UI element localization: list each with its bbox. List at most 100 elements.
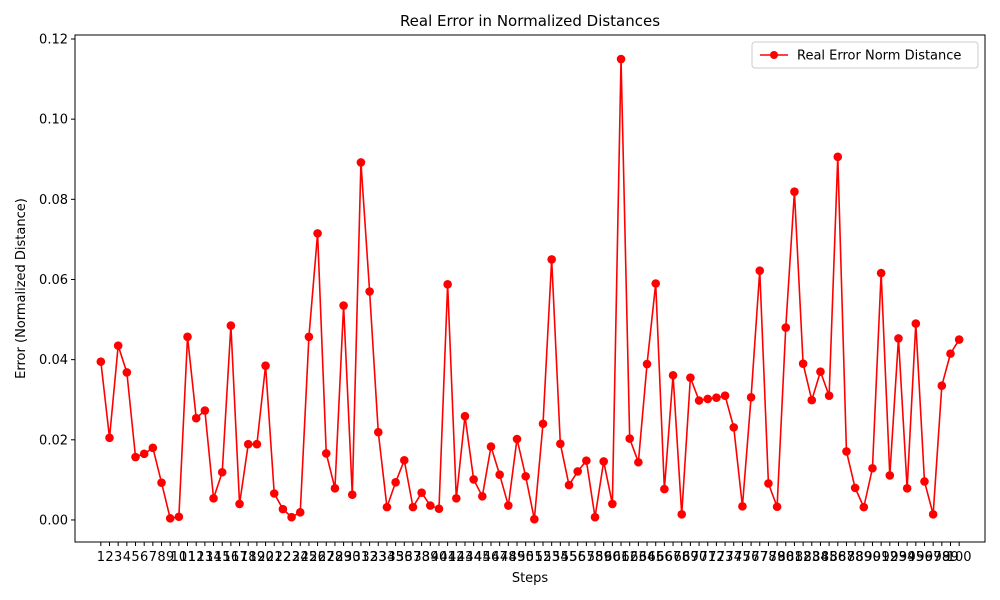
data-point bbox=[504, 501, 513, 510]
data-point bbox=[469, 475, 478, 484]
data-point bbox=[798, 359, 808, 368]
data-point bbox=[365, 287, 374, 296]
data-point bbox=[677, 510, 687, 519]
y-tick-label: 0.12 bbox=[39, 33, 68, 48]
x-tick-label: 58 bbox=[587, 550, 604, 565]
x-tick-label: 88 bbox=[847, 550, 864, 565]
x-tick-label: 30 bbox=[344, 550, 361, 565]
data-point bbox=[694, 396, 704, 405]
data-point bbox=[885, 471, 895, 480]
data-point bbox=[139, 449, 149, 459]
x-tick-label: 25 bbox=[301, 550, 318, 565]
x-tick-label: 83 bbox=[804, 550, 821, 565]
x-tick-label: 98 bbox=[934, 550, 951, 565]
x-tick-label: 36 bbox=[396, 550, 413, 565]
x-tick-label: 38 bbox=[413, 550, 430, 565]
data-point bbox=[486, 442, 496, 451]
series-line bbox=[100, 58, 960, 520]
x-tick-label: 44 bbox=[465, 550, 482, 565]
x-tick-label: 82 bbox=[795, 550, 812, 565]
x-tick-label: 18 bbox=[240, 550, 257, 565]
x-tick-label: 1 bbox=[97, 550, 105, 565]
x-axis-ticks: 1 2 3 4 5 6 7 8 91011121314151617181920212223242… bbox=[97, 542, 972, 565]
data-point bbox=[235, 499, 244, 509]
data-point bbox=[356, 158, 366, 167]
x-tick-label: 7 bbox=[149, 550, 157, 565]
y-tick-label: 0.00 bbox=[39, 513, 68, 528]
x-tick-label: 78 bbox=[760, 550, 777, 565]
data-point bbox=[425, 501, 435, 510]
y-tick-label: 0.02 bbox=[39, 433, 68, 448]
data-point bbox=[538, 419, 548, 429]
data-point bbox=[729, 423, 739, 432]
data-point bbox=[200, 406, 210, 415]
x-tick-label: 51 bbox=[526, 550, 543, 565]
x-tick-label: 16 bbox=[223, 550, 240, 565]
x-tick-label: 70 bbox=[691, 550, 708, 565]
x-tick-label: 35 bbox=[387, 550, 404, 565]
x-tick-label: 71 bbox=[699, 550, 716, 565]
x-tick-label: 23 bbox=[283, 550, 300, 565]
x-tick-label: 5 bbox=[131, 550, 139, 565]
x-tick-label: 34 bbox=[379, 550, 396, 565]
legend-label: Real Error Norm Distance bbox=[797, 49, 961, 64]
data-point bbox=[816, 367, 825, 376]
x-tick-label: 61 bbox=[613, 550, 630, 565]
data-point bbox=[252, 439, 262, 449]
data-point bbox=[703, 394, 713, 404]
x-tick-label: 41 bbox=[439, 550, 456, 565]
data-point bbox=[911, 319, 921, 328]
data-point bbox=[807, 395, 817, 405]
data-point bbox=[113, 341, 123, 350]
data-point bbox=[564, 480, 574, 490]
x-tick-label: 67 bbox=[665, 550, 682, 565]
data-point bbox=[556, 439, 565, 449]
x-tick-label: 96 bbox=[916, 550, 933, 565]
data-point bbox=[928, 510, 938, 519]
y-tick-label: 0.04 bbox=[39, 353, 68, 368]
data-point bbox=[616, 54, 626, 64]
x-tick-label: 57 bbox=[578, 550, 595, 565]
data-point bbox=[582, 456, 591, 465]
data-point bbox=[634, 457, 643, 467]
x-tick-label: 6 bbox=[140, 550, 148, 565]
x-tick-label: 12 bbox=[188, 550, 205, 565]
data-point bbox=[876, 268, 886, 278]
data-point bbox=[434, 504, 444, 514]
data-point bbox=[764, 479, 773, 488]
data-point bbox=[530, 514, 539, 524]
data-point bbox=[157, 478, 166, 487]
data-point bbox=[148, 443, 158, 453]
data-point bbox=[642, 359, 652, 369]
data-point bbox=[894, 334, 903, 343]
x-tick-label: 21 bbox=[266, 550, 283, 565]
data-point bbox=[373, 427, 383, 437]
x-tick-label: 86 bbox=[830, 550, 847, 565]
plot-area bbox=[75, 35, 985, 542]
data-point bbox=[495, 470, 504, 479]
data-point bbox=[850, 483, 860, 493]
y-axis-ticks: 0.00 0.02 0.04 0.06 0.08 0.10 0.12 bbox=[39, 33, 75, 528]
x-tick-label: 73 bbox=[717, 550, 734, 565]
data-point bbox=[686, 373, 695, 382]
y-axis-label: Error (Normalized Distance) bbox=[14, 198, 29, 379]
x-tick-label: 33 bbox=[370, 550, 387, 565]
x-tick-label: 40 bbox=[431, 550, 448, 565]
data-point bbox=[183, 332, 192, 342]
data-point bbox=[313, 229, 322, 238]
data-point bbox=[191, 413, 201, 423]
x-tick-label: 32 bbox=[361, 550, 378, 565]
data-point bbox=[243, 439, 253, 449]
x-tick-label: 87 bbox=[838, 550, 855, 565]
chart-title: Real Error in Normalized Distances bbox=[400, 12, 660, 30]
x-tick-label: 2 bbox=[105, 550, 113, 565]
data-point bbox=[122, 368, 132, 377]
data-point bbox=[174, 512, 184, 522]
x-tick-label: 89 bbox=[856, 550, 873, 565]
data-point bbox=[651, 279, 661, 288]
x-tick-label: 93 bbox=[890, 550, 907, 565]
x-tick-label: 26 bbox=[309, 550, 326, 565]
data-point bbox=[269, 489, 279, 498]
x-tick-label: 63 bbox=[630, 550, 647, 565]
data-point bbox=[460, 411, 470, 421]
